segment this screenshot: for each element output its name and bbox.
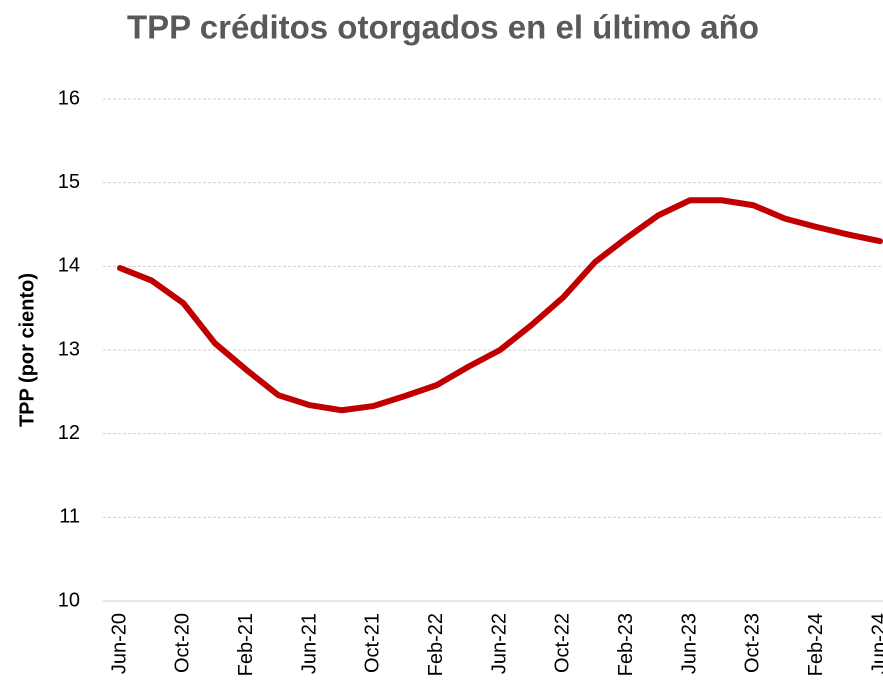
- x-tick-label: Feb-21: [235, 613, 257, 676]
- line-series: [117, 197, 883, 414]
- x-tick-label: Oct-22: [552, 613, 574, 673]
- y-tick-label: 14: [58, 255, 80, 277]
- x-tick-label: Feb-23: [615, 613, 637, 676]
- x-tick-label: Jun-22: [488, 613, 510, 674]
- y-tick-label: 13: [58, 338, 80, 360]
- y-axis-label: TPP (por ciento): [16, 273, 38, 427]
- x-tick-label: Jun-24: [868, 613, 883, 674]
- chart-title: TPP créditos otorgados en el último año: [127, 9, 759, 46]
- x-tick-label: Jun-21: [298, 613, 320, 674]
- x-tick-label: Oct-23: [742, 613, 764, 673]
- x-tick-label: Oct-21: [362, 613, 384, 673]
- x-tick-label: Feb-22: [425, 613, 447, 676]
- y-tick-label: 15: [58, 171, 80, 193]
- x-tick-label: Jun-23: [678, 613, 700, 674]
- y-tick-label: 12: [58, 422, 80, 444]
- y-tick-label: 16: [58, 87, 80, 109]
- x-tick-label: Jun-20: [108, 613, 130, 674]
- y-tick-label: 10: [58, 589, 80, 611]
- x-tick-label: Oct-20: [172, 613, 194, 673]
- y-tick-label: 11: [59, 506, 80, 528]
- x-tick-label: Feb-24: [805, 613, 827, 676]
